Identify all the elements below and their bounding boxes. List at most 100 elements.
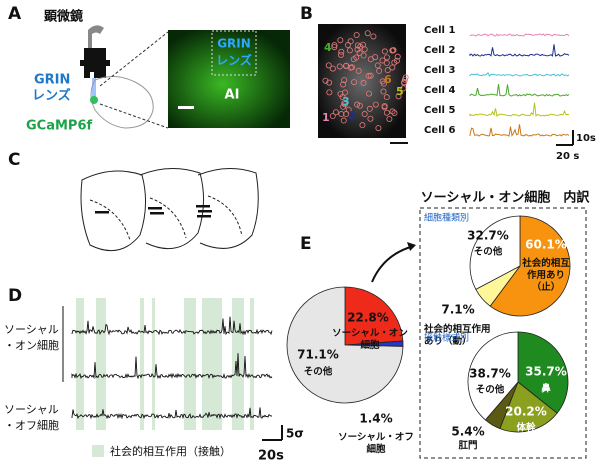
lens-positions [95,205,212,218]
roi [340,103,347,110]
roi [343,62,350,69]
activity-trace [71,316,273,336]
roi [338,111,345,118]
roi [340,81,347,88]
roi [345,106,352,113]
roi [361,111,368,118]
value-label: 7.1% [441,303,474,317]
category-label: その他 [474,246,503,258]
image-grin-label: GRIN [217,37,251,51]
interaction-band [152,298,155,430]
cell-trace [469,44,570,57]
category-label: 肛門 [457,441,477,452]
cell-label: Cell 6 [424,125,455,136]
off-label: ・オフ細胞 [4,419,59,432]
value-label: 35.7% [525,365,567,379]
cell-trace [469,124,570,138]
roi [326,89,333,96]
scale-label: 10s [576,133,596,144]
roi [367,115,374,122]
roi-number: 1 [322,111,330,124]
roi [350,56,357,63]
pies: 22.8% ソーシャル・オン細胞 1.4% ソーシャル・オフ細胞 71.1% その他 60.… [286,212,571,455]
arrow-head [407,242,416,251]
legend-label: 社会的相互作用（接触） [110,444,231,458]
pie-subtitle: 接触様式別 [424,332,469,344]
roi [380,80,387,87]
panel-label: C [8,150,20,170]
brain-sections [80,168,259,252]
on-label: ・オン細胞 [4,339,59,352]
cell-label: Cell 4 [424,85,455,96]
interaction-band [140,298,144,430]
roi [337,37,344,44]
roi [383,94,390,101]
grin-label: レンズ [32,88,71,104]
panel-label: B [300,4,313,24]
arrow [371,245,415,283]
roi [379,57,386,64]
interaction-band [96,298,106,430]
scale-label: 5σ [286,427,304,441]
panel-label: E [300,234,312,254]
breakdown-box [419,207,587,459]
microscope [80,25,110,100]
pie-slice [469,215,521,290]
category-label: ソーシャル・オフ細胞 [338,432,414,455]
roi [370,33,377,40]
roi [395,93,402,100]
roi [372,54,379,61]
roi [383,54,390,61]
interaction-band [202,298,222,430]
roi [329,113,336,120]
roi [391,109,398,116]
interaction-band [232,298,244,430]
roi [381,48,388,55]
roi [386,116,393,123]
zoom-line [99,103,169,129]
roi [367,72,374,79]
roi [374,62,381,69]
cell-label: Cell 1 [424,25,455,36]
panel-label: D [8,286,22,306]
roi [389,47,396,54]
roi [326,79,333,86]
roi [355,67,362,74]
roi [322,77,329,84]
roi [356,102,363,109]
image-grin-label: レンズ [216,53,252,68]
roi [394,53,401,60]
roi [365,72,372,79]
lens-outline [211,30,257,76]
roi [360,79,367,86]
region-label: AI [225,88,240,103]
activity-trace [71,407,272,420]
scale-bar [390,142,408,144]
roi-number: 3 [342,95,350,108]
roi [341,77,348,84]
roi [354,101,361,108]
cell-label: Cell 5 [424,105,455,116]
cell-label: Cell 3 [424,65,455,76]
roi [340,117,347,124]
roi [354,46,361,53]
legend-swatch [92,445,104,457]
category-label: その他 [476,384,505,396]
panel-title: ソーシャル・オン細胞 内訳 [421,190,591,206]
cell-trace [469,84,570,97]
scale-bar [178,106,194,109]
pie-slice [517,331,569,414]
off-label: ソーシャル [4,403,59,416]
roi [337,51,344,58]
roi-number: 5 [396,85,404,98]
roi [353,31,360,38]
on-label: ソーシャル [4,323,59,336]
value-label: 60.1% [525,238,567,252]
scale-label: 20s [258,449,284,464]
microscope-label: 顕微鏡 [44,9,83,25]
roi [384,67,391,74]
roi [346,47,353,54]
cell-trace [469,102,570,117]
roi [343,111,350,118]
value-label: 38.7% [469,367,511,381]
